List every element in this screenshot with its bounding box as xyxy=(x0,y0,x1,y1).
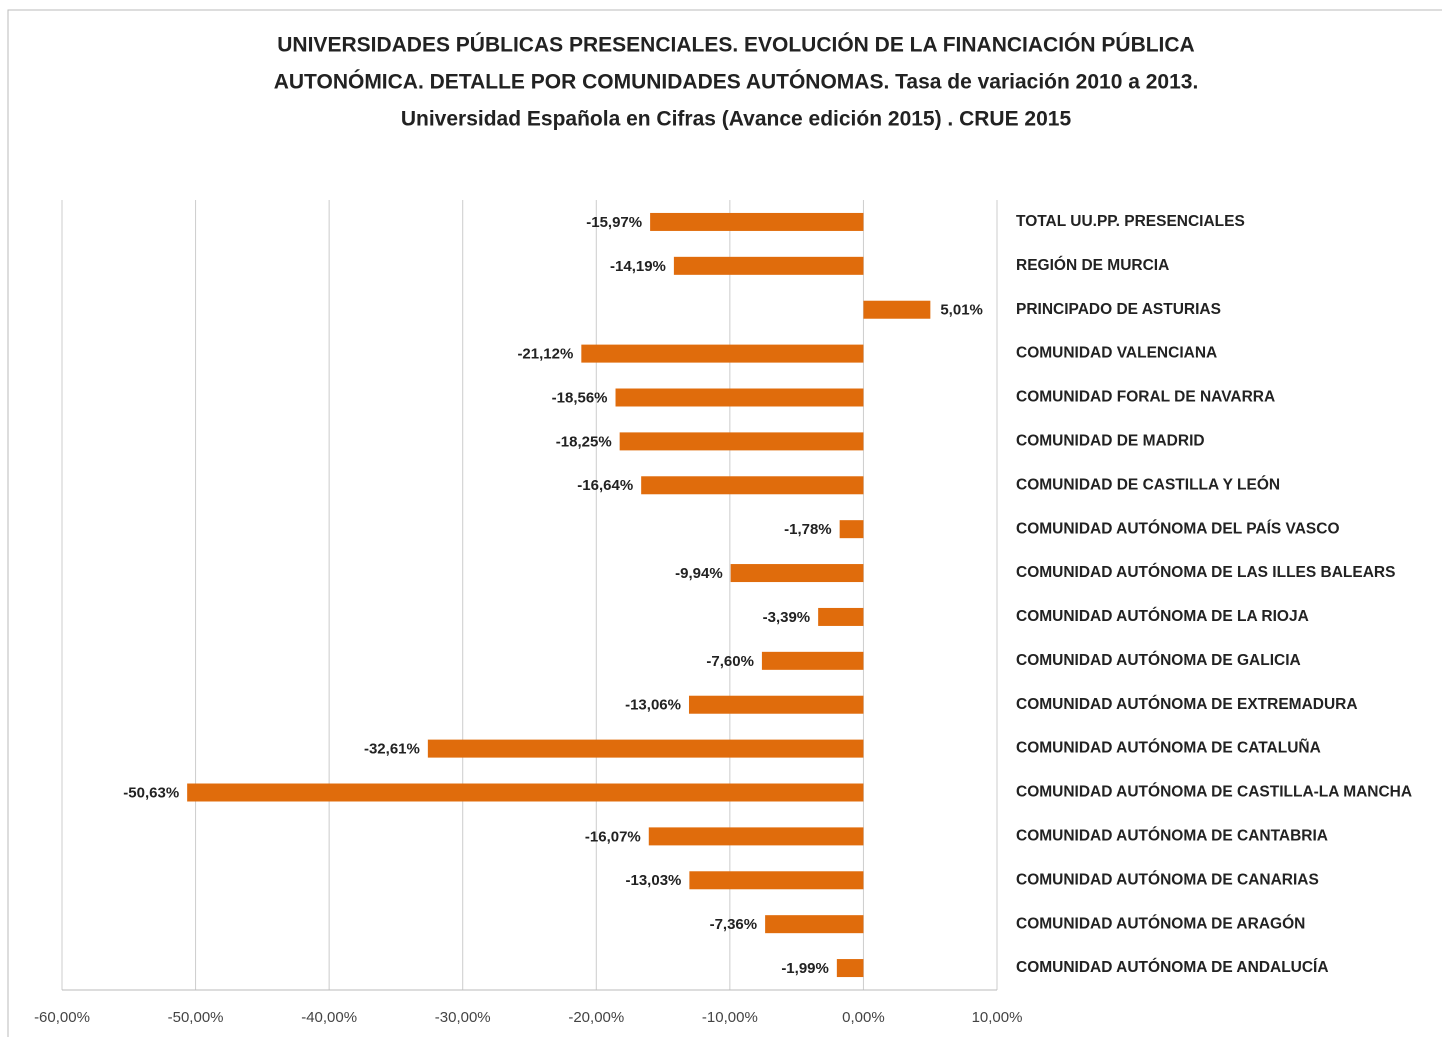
bar xyxy=(818,607,864,626)
chart-title: UNIVERSIDADES PÚBLICAS PRESENCIALES. EVO… xyxy=(277,33,1194,57)
x-tick-label: -10,00% xyxy=(702,1009,758,1026)
category-label: COMUNIDAD AUTÓNOMA DE LA RIOJA xyxy=(1016,607,1309,625)
category-label: COMUNIDAD AUTÓNOMA DE ANDALUCÍA xyxy=(1016,958,1329,976)
category-label: COMUNIDAD DE MADRID xyxy=(1016,432,1205,449)
category-label: COMUNIDAD DE CASTILLA Y LEÓN xyxy=(1016,475,1280,493)
category-label: COMUNIDAD AUTÓNOMA DE LAS ILLES BALEARS xyxy=(1016,563,1395,581)
category-label: COMUNIDAD AUTÓNOMA DE CANTABRIA xyxy=(1016,826,1328,844)
data-label: -16,07% xyxy=(585,828,641,845)
category-label: COMUNIDAD AUTÓNOMA DE ARAGÓN xyxy=(1016,914,1305,932)
data-label: -9,94% xyxy=(675,565,723,582)
data-label: 5,01% xyxy=(940,302,983,319)
data-label: -32,61% xyxy=(364,741,420,758)
data-label: -13,06% xyxy=(625,697,681,714)
bar xyxy=(650,212,864,231)
data-label: -3,39% xyxy=(763,609,811,626)
data-label: -7,36% xyxy=(710,916,758,933)
x-tick-label: -30,00% xyxy=(435,1009,491,1026)
data-label: -14,19% xyxy=(610,258,666,275)
category-label: COMUNIDAD AUTÓNOMA DE CATALUÑA xyxy=(1016,739,1321,757)
chart-border xyxy=(7,9,1442,1037)
bar xyxy=(427,739,864,758)
category-label: COMUNIDAD AUTÓNOMA DE EXTREMADURA xyxy=(1016,695,1358,713)
bar xyxy=(730,564,864,583)
category-label: COMUNIDAD AUTÓNOMA DE GALICIA xyxy=(1016,651,1301,669)
bar xyxy=(765,915,864,934)
x-tick-label: 10,00% xyxy=(972,1009,1023,1026)
bar xyxy=(648,827,864,846)
bar xyxy=(839,520,864,539)
x-tick-label: -40,00% xyxy=(301,1009,357,1026)
bar xyxy=(187,783,864,802)
bar xyxy=(641,476,864,495)
bar xyxy=(619,432,864,451)
category-label: COMUNIDAD AUTÓNOMA DE CASTILLA-LA MANCHA xyxy=(1016,783,1412,801)
category-label: PRINCIPADO DE ASTURIAS xyxy=(1016,301,1221,318)
chart-title: Universidad Española en Cifras (Avance e… xyxy=(401,108,1072,131)
bar xyxy=(761,651,864,670)
bar xyxy=(581,344,864,363)
x-tick-label: 0,00% xyxy=(842,1009,885,1026)
data-label: -18,56% xyxy=(552,389,608,406)
category-label: TOTAL UU.PP. PRESENCIALES xyxy=(1016,213,1245,230)
bar xyxy=(673,256,864,275)
x-tick-label: -60,00% xyxy=(34,1009,90,1026)
bar xyxy=(863,300,931,319)
data-label: -1,78% xyxy=(784,521,832,538)
category-label: COMUNIDAD AUTÓNOMA DE CANARIAS xyxy=(1016,870,1319,888)
data-label: -50,63% xyxy=(123,784,179,801)
chart-title: AUTONÓMICA. DETALLE POR COMUNIDADES AUTÓ… xyxy=(274,70,1199,94)
bar xyxy=(688,695,864,714)
data-label: -15,97% xyxy=(586,214,642,231)
data-label: -7,60% xyxy=(706,653,754,670)
data-label: -18,25% xyxy=(556,433,612,450)
data-label: -13,03% xyxy=(626,872,682,889)
data-label: -21,12% xyxy=(517,346,573,363)
x-tick-label: -50,00% xyxy=(168,1009,224,1026)
bar xyxy=(689,871,864,890)
category-label: REGIÓN DE MURCIA xyxy=(1016,256,1169,274)
data-label: -16,64% xyxy=(577,477,633,494)
x-tick-label: -20,00% xyxy=(568,1009,624,1026)
category-label: COMUNIDAD VALENCIANA xyxy=(1016,345,1217,362)
data-label: -1,99% xyxy=(781,960,829,977)
bar xyxy=(615,388,864,407)
category-label: COMUNIDAD AUTÓNOMA DEL PAÍS VASCO xyxy=(1016,519,1340,537)
category-label: COMUNIDAD FORAL DE NAVARRA xyxy=(1016,389,1275,406)
bar xyxy=(836,959,864,978)
